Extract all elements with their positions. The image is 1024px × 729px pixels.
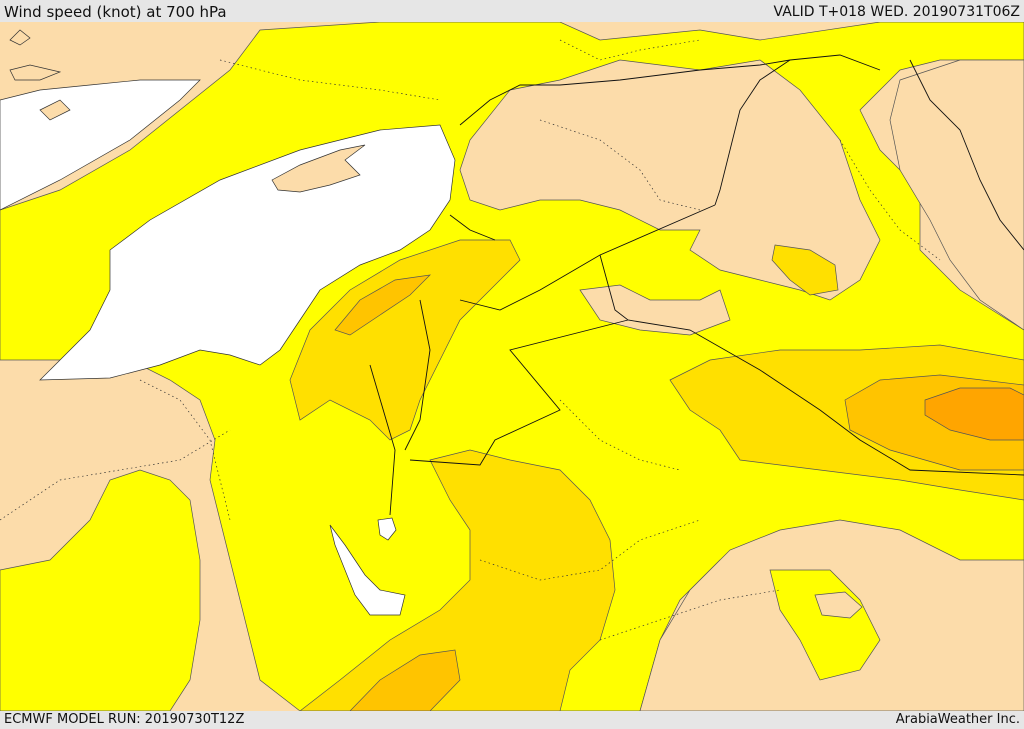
wind-band-orange-levant xyxy=(334,274,431,336)
admin-boundary-6 xyxy=(599,589,781,641)
border-jordan-east xyxy=(409,319,629,466)
valid-time: VALID T+018 WED. 20190731T06Z xyxy=(773,4,1020,20)
map-footer: ECMWF MODEL RUN: 20190730T12Z ArabiaWeat… xyxy=(0,711,1024,729)
model-run: ECMWF MODEL RUN: 20190730T12Z xyxy=(4,712,245,727)
border-iraq-saudi xyxy=(599,254,1024,476)
wind-band-gold-arabia xyxy=(299,449,616,711)
admin-boundary-1 xyxy=(219,59,441,101)
wind-band-yellow-saudi xyxy=(769,569,881,681)
sea-east-mediterranean xyxy=(39,124,456,381)
admin-boundary-2 xyxy=(539,119,701,211)
credit: ArabiaWeather Inc. xyxy=(895,712,1020,727)
border-syria-north xyxy=(459,54,881,126)
border-iraq-syria xyxy=(714,59,791,206)
map-title: Wind speed (knot) at 700 hPa xyxy=(4,3,227,21)
admin-boundary-7 xyxy=(139,379,231,521)
calm-patch-iraq-east xyxy=(889,59,1024,331)
border-jordan-saudi xyxy=(459,204,716,311)
aegean-islands xyxy=(9,29,71,121)
border-iran-iraq xyxy=(909,59,1024,251)
sea-red-sea xyxy=(329,524,406,616)
wind-band-yellow-egypt xyxy=(0,469,201,711)
admin-boundary-3 xyxy=(559,399,681,471)
border-jordan-river xyxy=(404,299,431,451)
map-header: Wind speed (knot) at 700 hPa VALID T+018… xyxy=(0,0,1024,22)
calm-patch-saudi-small xyxy=(814,591,863,619)
wind-band-gold-east xyxy=(771,244,839,296)
gulf-of-aqaba xyxy=(377,517,397,541)
cyprus-island xyxy=(271,144,366,193)
border-egypt-israel xyxy=(369,364,396,516)
wind-band-gold-levant xyxy=(289,239,521,441)
wind-band-orange-south xyxy=(349,649,461,711)
wind-speed-map xyxy=(0,22,1024,711)
border-lebanon xyxy=(449,214,496,241)
wind-band-deep-orange xyxy=(924,387,1024,441)
